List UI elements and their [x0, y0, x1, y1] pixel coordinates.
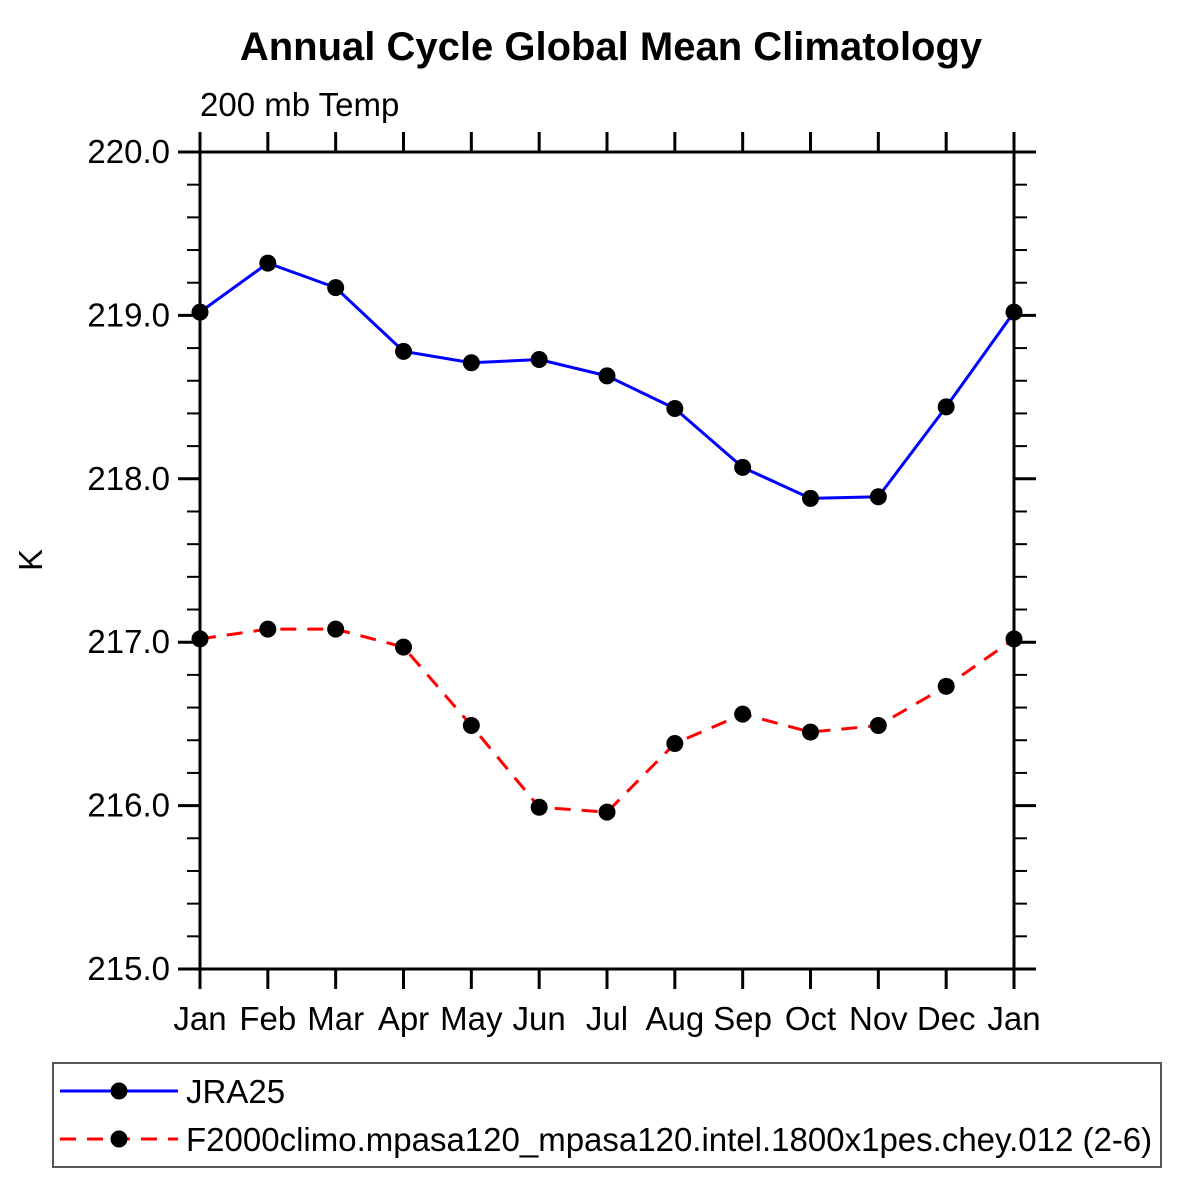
- data-point-marker: [598, 803, 616, 821]
- data-point-marker: [869, 488, 887, 506]
- y-tick-label: 217.0: [87, 623, 170, 660]
- data-point-marker: [1005, 303, 1023, 321]
- data-point-marker: [327, 620, 345, 638]
- x-tick-label: Mar: [307, 1000, 364, 1037]
- legend-line-sample-solid: [60, 1082, 178, 1100]
- data-point-marker: [327, 279, 345, 297]
- legend-label-f2000climo: F2000climo.mpasa120_mpasa120.intel.1800x…: [186, 1120, 1153, 1158]
- x-tick-label: Jan: [173, 1000, 226, 1037]
- data-point-marker: [259, 254, 277, 272]
- x-tick-label: Sep: [713, 1000, 772, 1037]
- x-tick-label: Aug: [645, 1000, 704, 1037]
- data-point-marker: [395, 342, 412, 360]
- y-axis-label: K: [12, 549, 49, 571]
- y-tick-label: 215.0: [87, 950, 170, 987]
- data-point-marker: [259, 620, 277, 638]
- chart-subtitle: 200 mb Temp: [200, 86, 399, 123]
- data-point-marker: [462, 354, 480, 372]
- legend-line-sample-dashed: [60, 1130, 178, 1148]
- plot-frame: [198, 150, 1016, 971]
- legend-marker-dot: [110, 1130, 128, 1148]
- data-point-marker: [802, 723, 819, 741]
- legend: JRA25 F2000climo.mpasa120_mpasa120.intel…: [52, 1062, 1162, 1168]
- data-point-marker: [1005, 630, 1023, 648]
- data-point-marker: [395, 638, 412, 656]
- data-point-marker: [666, 400, 684, 418]
- data-point-marker: [937, 398, 955, 416]
- x-tick-label: Oct: [785, 1000, 836, 1037]
- data-point-marker: [530, 351, 548, 369]
- legend-item-jra25: JRA25: [54, 1067, 1160, 1115]
- x-tick-label: Apr: [378, 1000, 429, 1037]
- series-line-1: [199, 627, 1015, 814]
- data-point-marker: [666, 735, 684, 753]
- data-point-marker: [734, 705, 752, 723]
- x-tick-label: Feb: [239, 1000, 296, 1037]
- legend-item-f2000climo: F2000climo.mpasa120_mpasa120.intel.1800x…: [54, 1115, 1160, 1163]
- data-point-marker: [191, 303, 209, 321]
- x-tick-label: Nov: [849, 1000, 908, 1037]
- x-tick-label: Jun: [513, 1000, 566, 1037]
- data-point-marker: [191, 630, 209, 648]
- legend-label-jra25: JRA25: [186, 1072, 286, 1110]
- data-point-marker: [937, 677, 955, 695]
- legend-marker-dot: [110, 1082, 128, 1100]
- data-point-marker: [598, 367, 616, 385]
- x-tick-label: Jul: [586, 1000, 628, 1037]
- x-tick-label: Dec: [917, 1000, 976, 1037]
- data-point-marker: [802, 489, 819, 507]
- y-tick-label: 219.0: [87, 296, 170, 333]
- x-tick-label: Jan: [987, 1000, 1040, 1037]
- y-tick-label: 218.0: [87, 460, 170, 497]
- x-tick-label: May: [440, 1000, 503, 1037]
- data-point-marker: [734, 458, 752, 476]
- y-tick-label: 216.0: [87, 787, 170, 824]
- data-point-marker: [869, 717, 887, 735]
- data-point-marker: [530, 798, 548, 816]
- data-point-marker: [462, 717, 480, 735]
- y-tick-label: 220.0: [87, 133, 170, 170]
- chart-title: Annual Cycle Global Mean Climatology: [240, 25, 983, 69]
